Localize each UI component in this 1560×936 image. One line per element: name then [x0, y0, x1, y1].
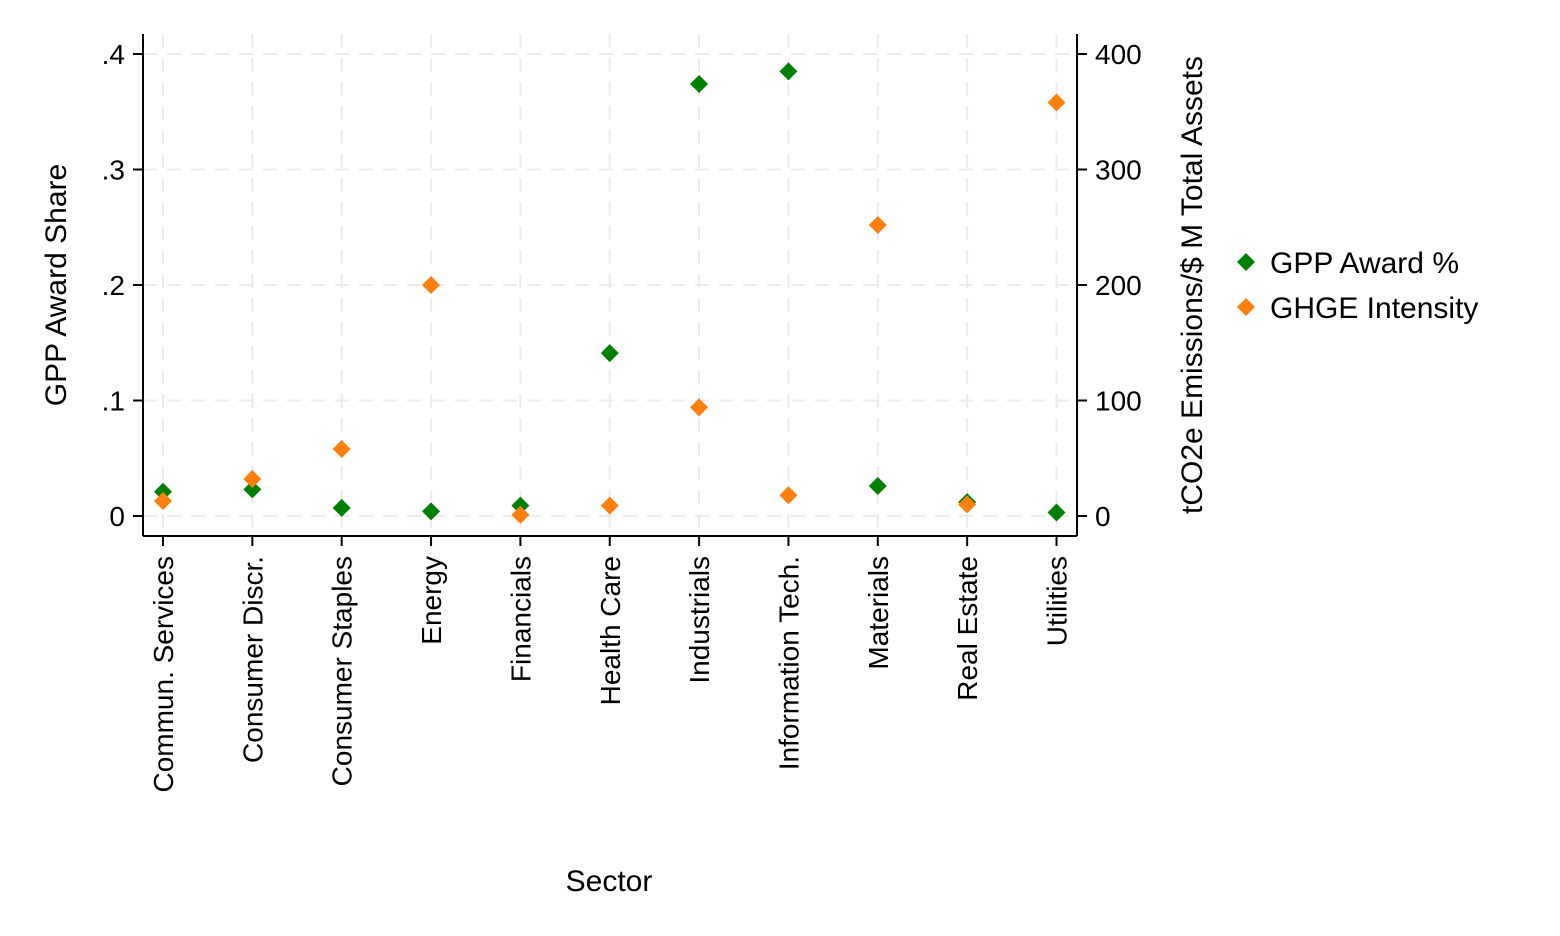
category-label: Materials [863, 556, 894, 670]
gpp-award-point [690, 75, 709, 94]
left-tick-label: 0 [109, 501, 125, 532]
ghge-intensity-point [422, 276, 441, 294]
ghge-intensity-point [690, 398, 709, 417]
left-tick-label: .4 [102, 39, 125, 70]
gpp-award-point [511, 496, 530, 515]
ghge-intensity-point [332, 440, 351, 459]
ghge-intensity-point [154, 491, 172, 510]
left-tick-label: .3 [102, 155, 125, 186]
gpp-award-point [422, 502, 441, 521]
legend-label-ghge: GHGE Intensity [1270, 292, 1478, 325]
x-axis-title: Sector [566, 865, 653, 898]
legend-label-gpp: GPP Award % [1270, 247, 1459, 280]
grid-lines [143, 34, 1077, 536]
right-tick-label: 100 [1095, 386, 1142, 417]
gpp-award-point [600, 344, 619, 363]
right-axis-title: tCO2e Emissions/$ M Total Assets [1176, 56, 1209, 514]
right-axis-ticks: 0 100 200 300 400 [1077, 39, 1142, 532]
category-label: Real Estate [952, 556, 983, 701]
gpp-award-point [779, 62, 798, 81]
legend-marker-gpp [1237, 253, 1255, 271]
category-label: Consumer Discr. [237, 556, 268, 763]
category-label: Consumer Staples [327, 556, 358, 786]
ghge-intensity-point [1047, 93, 1066, 112]
category-label: Industrials [684, 556, 715, 684]
gpp-award-point [243, 480, 262, 499]
category-label: Health Care [595, 556, 626, 705]
gpp-award-point [154, 482, 172, 501]
ghge-intensity-point [511, 505, 530, 524]
right-tick-label: 300 [1095, 155, 1142, 186]
category-label: Information Tech. [773, 556, 804, 770]
ghge-intensity-point [868, 215, 887, 234]
category-labels: Commun. Services Consumer Discr. Consumer … [148, 536, 1073, 793]
legend: GPP Award % GHGE Intensity [1237, 247, 1478, 325]
left-tick-label: .1 [102, 386, 125, 417]
right-tick-label: 0 [1095, 501, 1111, 532]
category-label: Energy [416, 556, 447, 645]
ghge-intensity-point [600, 496, 619, 515]
category-label: Utilities [1042, 556, 1073, 646]
right-tick-label: 400 [1095, 39, 1142, 70]
category-label: Financials [505, 556, 536, 682]
gpp-award-point [868, 476, 887, 495]
left-axis-title: GPP Award Share [40, 164, 73, 406]
category-label: Commun. Services [148, 556, 179, 793]
left-tick-label: .2 [102, 270, 125, 301]
right-tick-label: 200 [1095, 270, 1142, 301]
data-points [154, 62, 1066, 524]
ghge-intensity-point [958, 495, 977, 514]
left-axis-ticks: 0 .1 .2 .3 .4 [102, 39, 143, 532]
ghge-intensity-point [779, 486, 798, 505]
ghge-intensity-point [243, 470, 262, 489]
gpp-award-point [332, 498, 351, 517]
legend-marker-ghge [1237, 298, 1255, 316]
gpp-award-point [1047, 503, 1066, 522]
